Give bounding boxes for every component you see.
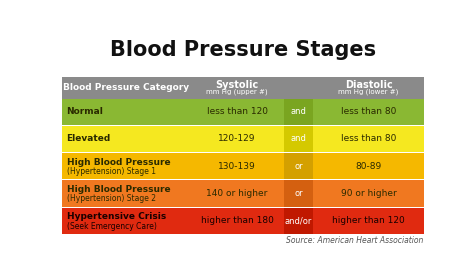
Bar: [62, 208, 191, 234]
Text: 120-129: 120-129: [219, 134, 256, 143]
Bar: [191, 153, 284, 179]
Text: Diastolic: Diastolic: [345, 80, 392, 90]
Text: less than 80: less than 80: [341, 134, 396, 143]
Text: (Hypertension) Stage 2: (Hypertension) Stage 2: [66, 194, 155, 203]
Bar: [313, 99, 424, 125]
Text: Blood Pressure Category: Blood Pressure Category: [64, 83, 190, 92]
Bar: [284, 208, 313, 234]
Bar: [284, 126, 313, 152]
Text: High Blood Pressure: High Blood Pressure: [66, 158, 170, 167]
Text: less than 80: less than 80: [341, 107, 396, 116]
Bar: [191, 99, 284, 125]
Text: 130-139: 130-139: [218, 162, 256, 171]
Text: 90 or higher: 90 or higher: [341, 189, 396, 198]
Bar: [62, 99, 191, 125]
Bar: [284, 78, 313, 99]
Bar: [313, 126, 424, 152]
Text: and/or: and/or: [285, 216, 312, 225]
Bar: [191, 78, 284, 99]
Text: Normal: Normal: [66, 107, 103, 116]
Text: and: and: [291, 134, 307, 143]
Bar: [191, 180, 284, 207]
Text: or: or: [294, 189, 303, 198]
Bar: [62, 180, 191, 207]
Text: 140 or higher: 140 or higher: [207, 189, 268, 198]
Bar: [62, 153, 191, 179]
Bar: [284, 153, 313, 179]
Text: mm Hg (lower #): mm Hg (lower #): [338, 88, 399, 95]
Bar: [62, 126, 191, 152]
Bar: [313, 180, 424, 207]
Text: or: or: [294, 162, 303, 171]
Bar: [313, 78, 424, 99]
Text: Systolic: Systolic: [216, 80, 259, 90]
Text: mm Hg (upper #): mm Hg (upper #): [206, 88, 268, 95]
Bar: [284, 180, 313, 207]
Bar: [62, 78, 191, 99]
Text: higher than 180: higher than 180: [201, 216, 273, 225]
Bar: [191, 208, 284, 234]
Text: (Seek Emergency Care): (Seek Emergency Care): [66, 222, 156, 231]
Text: Blood Pressure Stages: Blood Pressure Stages: [110, 40, 376, 60]
Text: and: and: [291, 107, 307, 116]
Text: 80-89: 80-89: [356, 162, 382, 171]
Text: less than 120: less than 120: [207, 107, 268, 116]
Bar: [284, 99, 313, 125]
Text: Hypertensive Crisis: Hypertensive Crisis: [66, 212, 166, 221]
Text: High Blood Pressure: High Blood Pressure: [66, 185, 170, 194]
Bar: [191, 126, 284, 152]
Text: higher than 120: higher than 120: [332, 216, 405, 225]
Bar: [313, 153, 424, 179]
Text: Source: American Heart Association: Source: American Heart Association: [286, 236, 424, 245]
Bar: [313, 208, 424, 234]
Text: (Hypertension) Stage 1: (Hypertension) Stage 1: [66, 167, 155, 176]
Text: Elevated: Elevated: [66, 134, 111, 143]
